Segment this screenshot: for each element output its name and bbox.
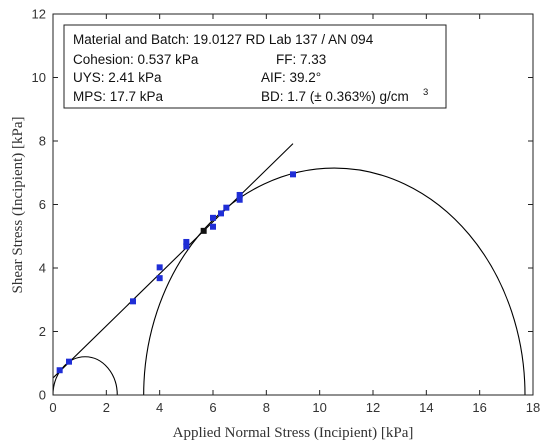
plot-area xyxy=(53,143,526,395)
info-mps: MPS: 17.7 kPa xyxy=(73,89,164,104)
info-box-frame xyxy=(63,24,447,109)
y-tick-label: 4 xyxy=(39,261,46,276)
info-uys: UYS: 2.41 kPa xyxy=(73,70,162,85)
data-point xyxy=(183,238,190,245)
data-point xyxy=(290,171,296,178)
x-tick-label: 18 xyxy=(526,400,540,415)
x-tick-label: 14 xyxy=(419,400,433,415)
special-data-point xyxy=(200,227,207,234)
data-point xyxy=(218,210,224,217)
mohr-circle xyxy=(53,356,118,395)
data-point xyxy=(236,196,243,203)
x-tick-label: 10 xyxy=(312,400,326,415)
x-axis-ticks: 0 2 4 6 8 10 12 14 16 18 xyxy=(49,14,540,415)
mohr-circle xyxy=(143,168,526,395)
data-point xyxy=(210,214,216,221)
x-tick-label: 4 xyxy=(156,400,163,415)
data-point xyxy=(236,191,243,198)
data-point xyxy=(223,204,230,211)
failure-envelope-line xyxy=(53,143,294,379)
data-point xyxy=(130,298,136,305)
data-point xyxy=(156,275,163,282)
info-box: Material and Batch: 19.0127 RD Lab 137 /… xyxy=(63,24,447,109)
y-tick-label: 8 xyxy=(39,134,46,149)
y-tick-label: 12 xyxy=(32,7,46,22)
x-tick-label: 12 xyxy=(366,400,380,415)
x-tick-label: 16 xyxy=(472,400,486,415)
data-point xyxy=(210,223,216,230)
data-point xyxy=(156,264,163,271)
y-tick-label: 10 xyxy=(32,70,46,85)
x-axis-label: Applied Normal Stress (Incipient) [kPa] xyxy=(173,425,414,441)
info-bd-superscript: 3 xyxy=(423,87,428,98)
y-axis-label: Shear Stress (Incipient) [kPa] xyxy=(10,116,26,293)
x-tick-label: 8 xyxy=(263,400,270,415)
info-bd: BD: 1.7 (± 0.363%) g/cm xyxy=(261,89,409,104)
y-tick-label: 6 xyxy=(39,197,46,212)
y-tick-label: 2 xyxy=(39,324,46,339)
x-tick-label: 6 xyxy=(209,400,216,415)
x-tick-label: 2 xyxy=(103,400,110,415)
info-title: Material and Batch: 19.0127 RD Lab 137 /… xyxy=(73,32,374,47)
data-point xyxy=(66,358,72,365)
info-ff: FF: 7.33 xyxy=(276,52,326,67)
y-axis-ticks: 0 2 4 6 8 10 12 xyxy=(32,7,533,403)
info-cohesion: Cohesion: 0.537 kPa xyxy=(73,52,199,67)
y-tick-label: 0 xyxy=(39,388,46,403)
info-aif: AIF: 39.2° xyxy=(261,70,321,85)
x-tick-label: 0 xyxy=(49,400,56,415)
data-point xyxy=(56,367,63,374)
data-point xyxy=(183,243,190,250)
